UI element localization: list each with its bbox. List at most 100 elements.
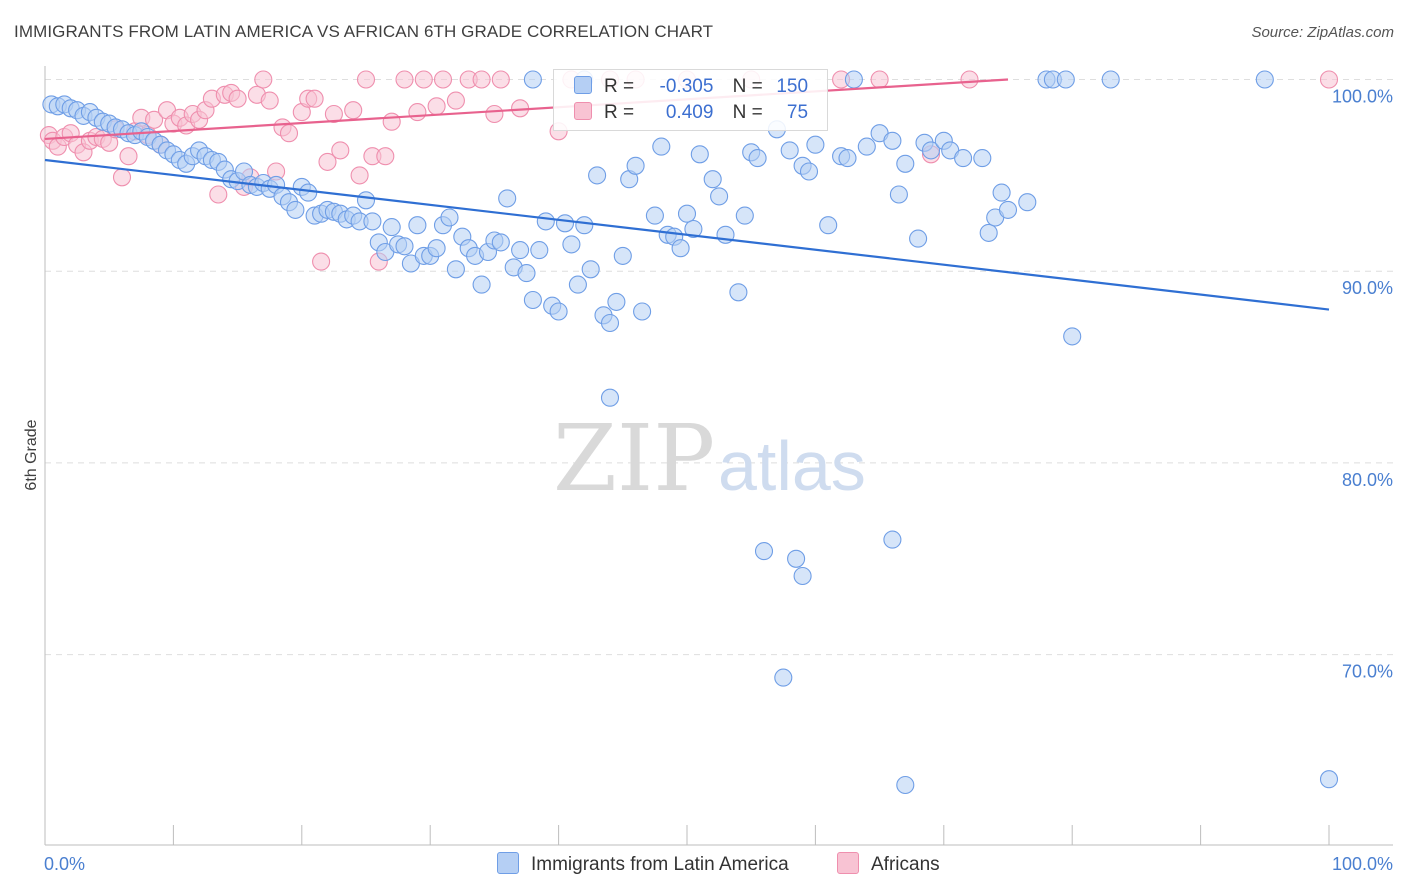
scatter-point [645,206,664,225]
scatter-point [318,152,337,171]
r-value: 0.409 [665,102,714,123]
scatter-point [395,70,414,89]
r-label: R = [604,76,635,97]
scatter-point [299,183,318,202]
scatter-point [607,292,626,311]
scatter-point [228,89,247,108]
legend-label: Immigrants from Latin America [531,854,789,875]
scatter-point [1319,770,1339,789]
y-tick-label: 90.0% [1342,278,1393,298]
scatter-point [254,70,273,89]
scatter-point [363,212,382,231]
stats-row-latin-america: R = -0.305 N = 150 [574,76,808,100]
scatter-point [485,104,504,124]
scatter-point [472,275,491,294]
scatter-point [119,147,138,166]
scatter-point [600,313,620,333]
scatter-point [870,70,889,89]
scatter-point [613,246,632,265]
scatter-point [973,149,992,168]
scatter-point [446,91,465,110]
scatter-point [575,216,594,235]
scatter-point [440,208,459,227]
scatter-point [324,104,343,124]
scatter-point [433,70,453,89]
scatter-point [710,187,729,206]
x-tick-label-right: 100.0% [1332,854,1393,874]
scatter-point [112,168,132,187]
scatter-point [1063,327,1082,346]
scatter-point [555,214,575,233]
x-tick-label-left: 0.0% [44,854,85,874]
scatter-point [562,235,581,254]
watermark-zip: ZIP [553,405,715,512]
scatter-point [356,70,376,89]
scatter-point [1056,70,1075,89]
scatter-point [780,141,799,160]
scatter-point [600,388,620,407]
scatter-point [921,141,941,160]
scatter-point [799,162,819,181]
scatter-point [787,549,806,568]
scatter-point [472,70,491,89]
scatter-point [511,241,530,260]
scatter-point [446,260,465,279]
scatter-point [954,149,973,168]
scatter-point [408,216,427,235]
scatter-point [896,775,915,795]
scatter-point [350,166,369,185]
scatter-point [581,260,600,279]
scatter-point [536,212,555,231]
scatter-point [312,252,331,271]
scatter-point [1101,70,1120,89]
stats-legend: R = -0.305 N = 150 R = 0.409 N = 75 [553,69,828,131]
scatter-point [427,97,446,116]
y-tick-label: 70.0% [1342,662,1393,682]
scatter-point [626,156,645,175]
scatter-point [382,218,401,237]
scatter-point [703,170,722,189]
scatter-point [382,112,401,131]
y-axis-label: 6th Grade [23,419,40,490]
scatter-point [568,275,587,294]
r-value: -0.305 [659,76,714,97]
scatter-point [883,530,902,549]
scatter-point [530,241,549,260]
scatter-point [998,200,1018,219]
scatter-point [260,91,279,110]
stats-row-africans: R = 0.409 N = 75 [574,102,808,126]
y-tick-label: 80.0% [1342,470,1393,490]
scatter-point [517,264,536,283]
legend-swatch-pink [574,102,592,120]
scatter-point [735,206,754,225]
scatter-point [992,183,1011,202]
r-label: R = [604,102,635,123]
scatter-point [754,542,774,561]
scatter-point [671,239,690,258]
n-value: 150 [776,76,809,97]
watermark: ZIP atlas [553,405,866,512]
scatter-point [279,124,299,143]
chart-title: IMMIGRANTS FROM LATIN AMERICA VS AFRICAN… [14,22,714,41]
scatter-point [677,204,697,223]
scatter-point [633,302,652,321]
scatter-point [774,668,793,687]
watermark-atlas: atlas [718,427,866,505]
n-label: N = [732,76,763,97]
tick-labels: 100.0% 90.0% 80.0% 70.0% [1332,87,1393,682]
trend-line [44,158,1330,311]
scatter-point [960,70,979,89]
scatter-point [684,219,703,239]
scatter-point [909,229,928,248]
scatter-point [896,154,915,173]
scatter-point [857,137,876,156]
scatter-point [690,145,709,164]
legend-swatch-blue [574,76,592,94]
scatter-point [491,233,510,252]
scatter-point [819,216,838,235]
axes [44,66,1393,846]
scatter-point [1255,70,1274,89]
scatter-point [883,131,902,150]
scatter-point [889,185,908,204]
